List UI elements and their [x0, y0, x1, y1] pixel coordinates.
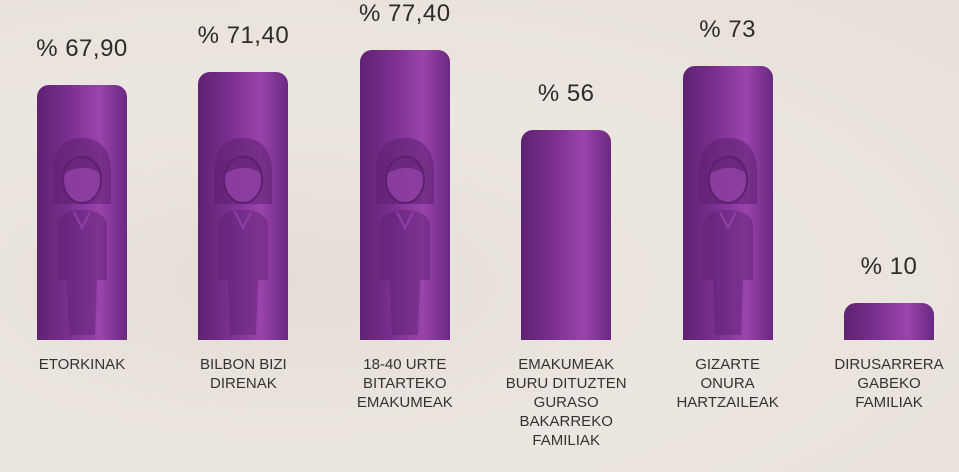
- icon: [360, 130, 450, 340]
- bar: [682, 66, 773, 340]
- value-label: % 77,40: [359, 0, 451, 27]
- bar: [359, 49, 450, 340]
- x-tick-label: BILBON BIZI DIRENAK: [200, 356, 287, 392]
- x-tick-label: EMAKUMEAK BURU DITUZTEN GURASO BAKARREKO…: [505, 356, 627, 449]
- icon: [683, 130, 773, 340]
- icon: [198, 130, 288, 340]
- person-icon: [214, 138, 273, 335]
- value-label: % 71,40: [197, 22, 290, 50]
- bar: [37, 85, 127, 340]
- bar: [198, 72, 289, 340]
- value-label: % 73: [699, 16, 756, 44]
- person-icon: [698, 138, 757, 335]
- person-icon: [53, 138, 111, 335]
- x-tick-label: DIRUSARRERA GABEKO FAMILIAK: [834, 356, 944, 411]
- x-tick-label: ETORKINAK: [38, 356, 126, 373]
- value-label: % 56: [537, 80, 595, 107]
- x-tick-label: 18-40 URTE BITARTEKO EMAKUMEAK: [356, 356, 453, 411]
- value-label: % 10: [860, 252, 918, 280]
- person-icon: [375, 138, 434, 335]
- x-tick-label: GIZARTE ONURA HARTZAILEAK: [676, 356, 779, 411]
- value-label: % 67,90: [36, 35, 128, 63]
- icon: [37, 130, 127, 340]
- bar: [521, 130, 612, 340]
- bar: [844, 302, 934, 340]
